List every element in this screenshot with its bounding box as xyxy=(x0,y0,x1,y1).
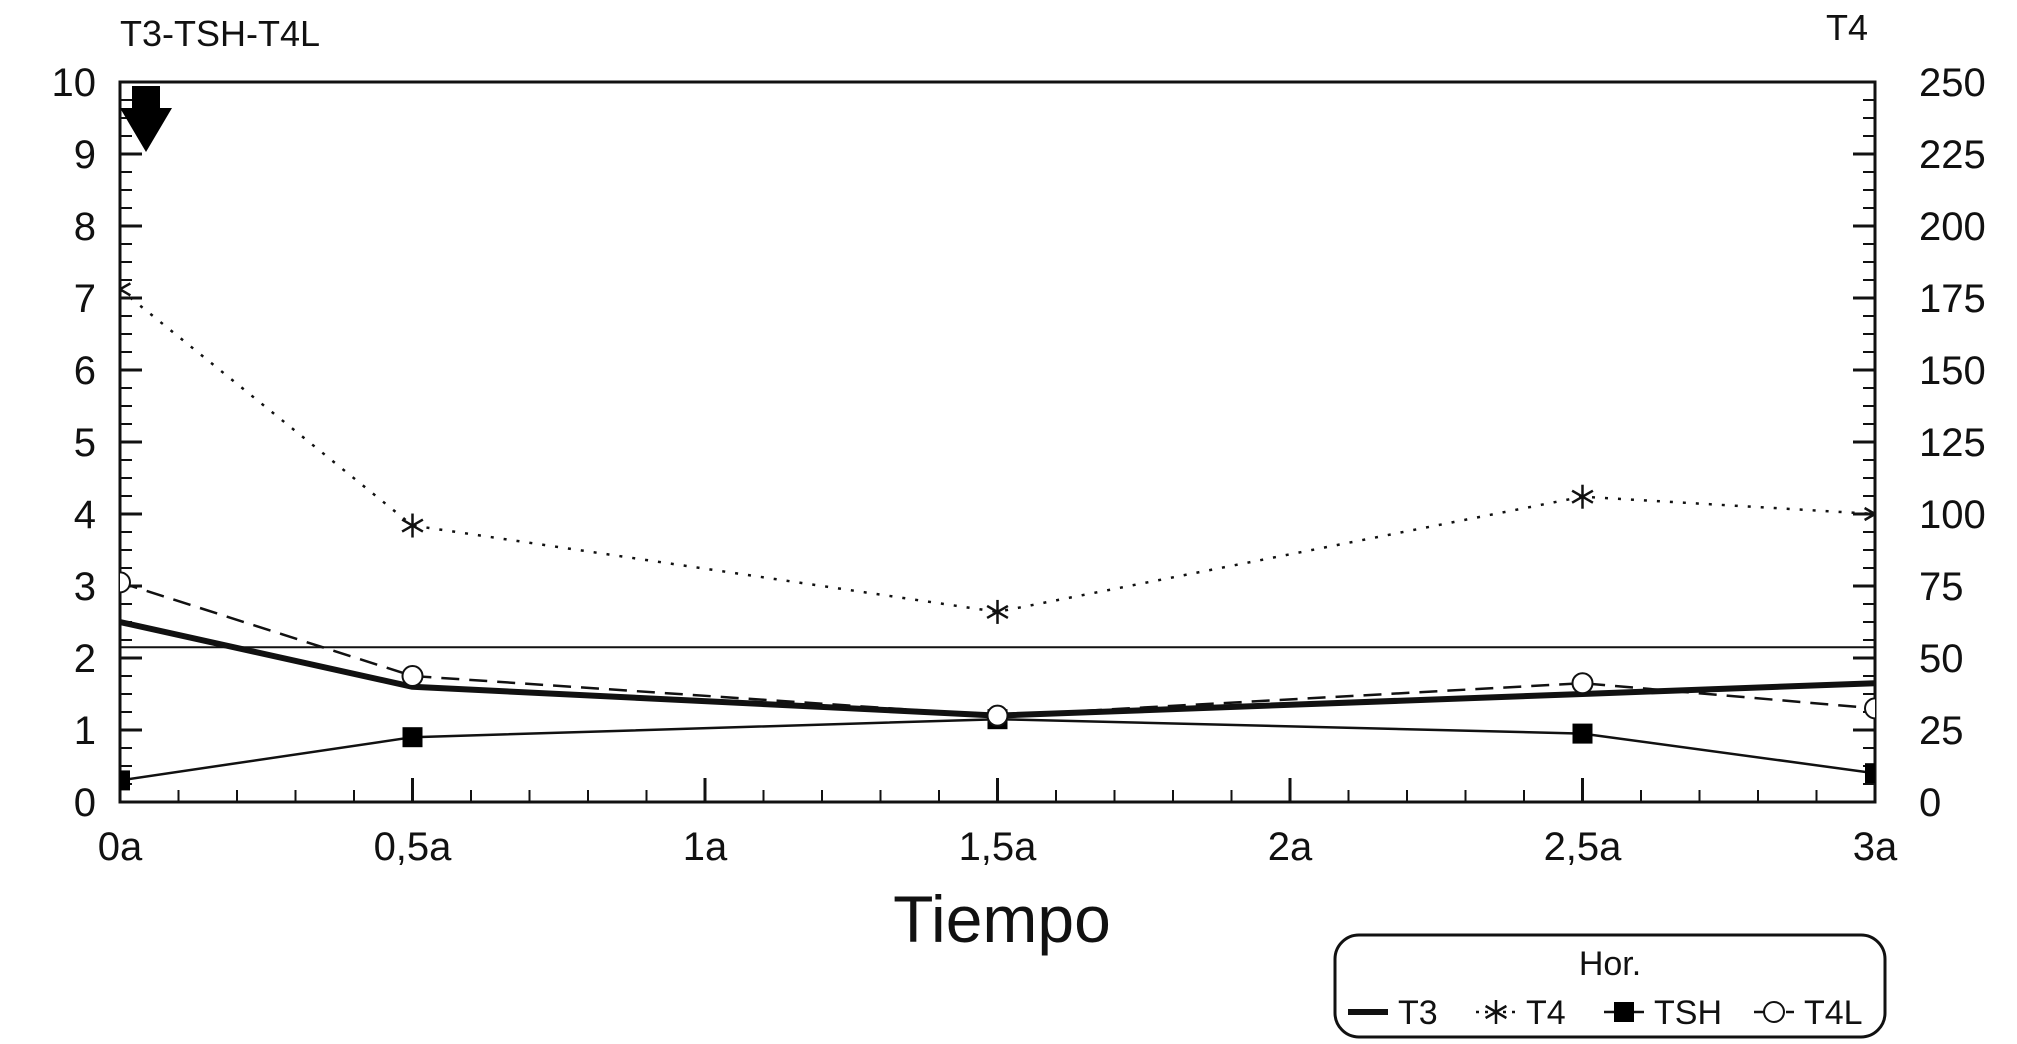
right-tick-label: 150 xyxy=(1919,349,1986,393)
left-tick-label: 9 xyxy=(74,133,96,177)
series-line-t4 xyxy=(120,288,1875,614)
right-axis-ticks xyxy=(1853,80,1875,804)
right-tick-label: 25 xyxy=(1919,709,1964,753)
legend: Hor. T3 T4 TSH T4L xyxy=(1333,933,1887,1039)
left-axis-tick-labels: 0 1 2 3 4 5 6 7 8 9 10 xyxy=(52,61,97,825)
x-tick-label: 0,5a xyxy=(374,825,453,869)
left-axis-ticks xyxy=(120,80,142,804)
x-tick-label: 3a xyxy=(1853,825,1898,869)
left-tick-label: 2 xyxy=(74,637,96,681)
data-point-t4 xyxy=(986,599,1009,624)
data-point-tsh xyxy=(1572,723,1593,744)
data-point-t4 xyxy=(1571,484,1594,509)
start-arrow-icon xyxy=(120,86,172,152)
x-axis-title: Tiempo xyxy=(893,882,1111,956)
left-axis-title: T3-TSH-T4L xyxy=(120,13,320,54)
left-tick-label: 3 xyxy=(74,565,96,609)
left-tick-label: 7 xyxy=(74,277,96,321)
legend-label-t3: T3 xyxy=(1398,994,1438,1032)
left-tick-label: 4 xyxy=(74,493,96,537)
right-tick-label: 200 xyxy=(1919,205,1986,249)
x-tick-label: 1a xyxy=(683,825,728,869)
left-tick-label: 5 xyxy=(74,421,96,465)
data-point-t4l xyxy=(401,665,424,687)
left-tick-label: 6 xyxy=(74,349,96,393)
x-axis-ticks xyxy=(118,778,1877,802)
series-layer xyxy=(120,277,1875,791)
legend-items: T3 T4 TSH T4L xyxy=(1348,994,1863,1032)
right-tick-label: 50 xyxy=(1919,637,1964,681)
right-tick-label: 225 xyxy=(1919,133,1986,177)
x-tick-label: 1,5a xyxy=(959,825,1038,869)
series-line-t4l xyxy=(120,581,1875,717)
left-tick-label: 8 xyxy=(74,205,96,249)
right-tick-label: 125 xyxy=(1919,421,1986,465)
data-point-t4l xyxy=(120,571,131,594)
left-tick-label: 0 xyxy=(74,781,96,825)
legend-marker-tsh xyxy=(1614,1002,1634,1022)
data-point-tsh xyxy=(402,727,423,748)
data-point-t4 xyxy=(1863,502,1875,526)
data-point-t4 xyxy=(120,277,132,302)
left-tick-label: 1 xyxy=(74,709,96,753)
data-point-t4 xyxy=(401,513,424,538)
right-axis-tick-labels: 0 25 50 75 100 125 150 175 200 225 250 xyxy=(1919,61,1986,825)
legend-marker-t4l xyxy=(1763,1001,1785,1023)
x-tick-label: 2,5a xyxy=(1544,825,1623,869)
x-tick-label: 2a xyxy=(1268,825,1313,869)
data-point-t4l xyxy=(1864,697,1875,720)
legend-label-t4l: T4L xyxy=(1804,994,1863,1032)
right-tick-label: 250 xyxy=(1919,61,1986,105)
x-tick-label: 0a xyxy=(98,825,143,869)
series-line-t3 xyxy=(120,619,1875,719)
right-tick-label: 0 xyxy=(1919,781,1941,825)
legend-title: Hor. xyxy=(1579,945,1641,983)
right-axis-title: T4 xyxy=(1826,7,1868,48)
right-tick-label: 100 xyxy=(1919,493,1986,537)
legend-label-t4: T4 xyxy=(1526,994,1566,1032)
right-tick-label: 75 xyxy=(1919,565,1964,609)
left-tick-label: 10 xyxy=(52,61,97,105)
data-point-t4l xyxy=(1571,672,1594,695)
right-tick-label: 175 xyxy=(1919,277,1986,321)
data-point-t4l xyxy=(986,704,1009,727)
data-point-tsh xyxy=(120,770,130,791)
legend-box xyxy=(1333,933,1887,1039)
data-point-tsh xyxy=(1865,763,1875,784)
legend-marker-t4 xyxy=(1484,1000,1508,1024)
x-axis-tick-labels: 0a 0,5a 1a 1,5a 2a 2,5a 3a xyxy=(98,825,1898,869)
legend-label-tsh: TSH xyxy=(1654,994,1722,1032)
